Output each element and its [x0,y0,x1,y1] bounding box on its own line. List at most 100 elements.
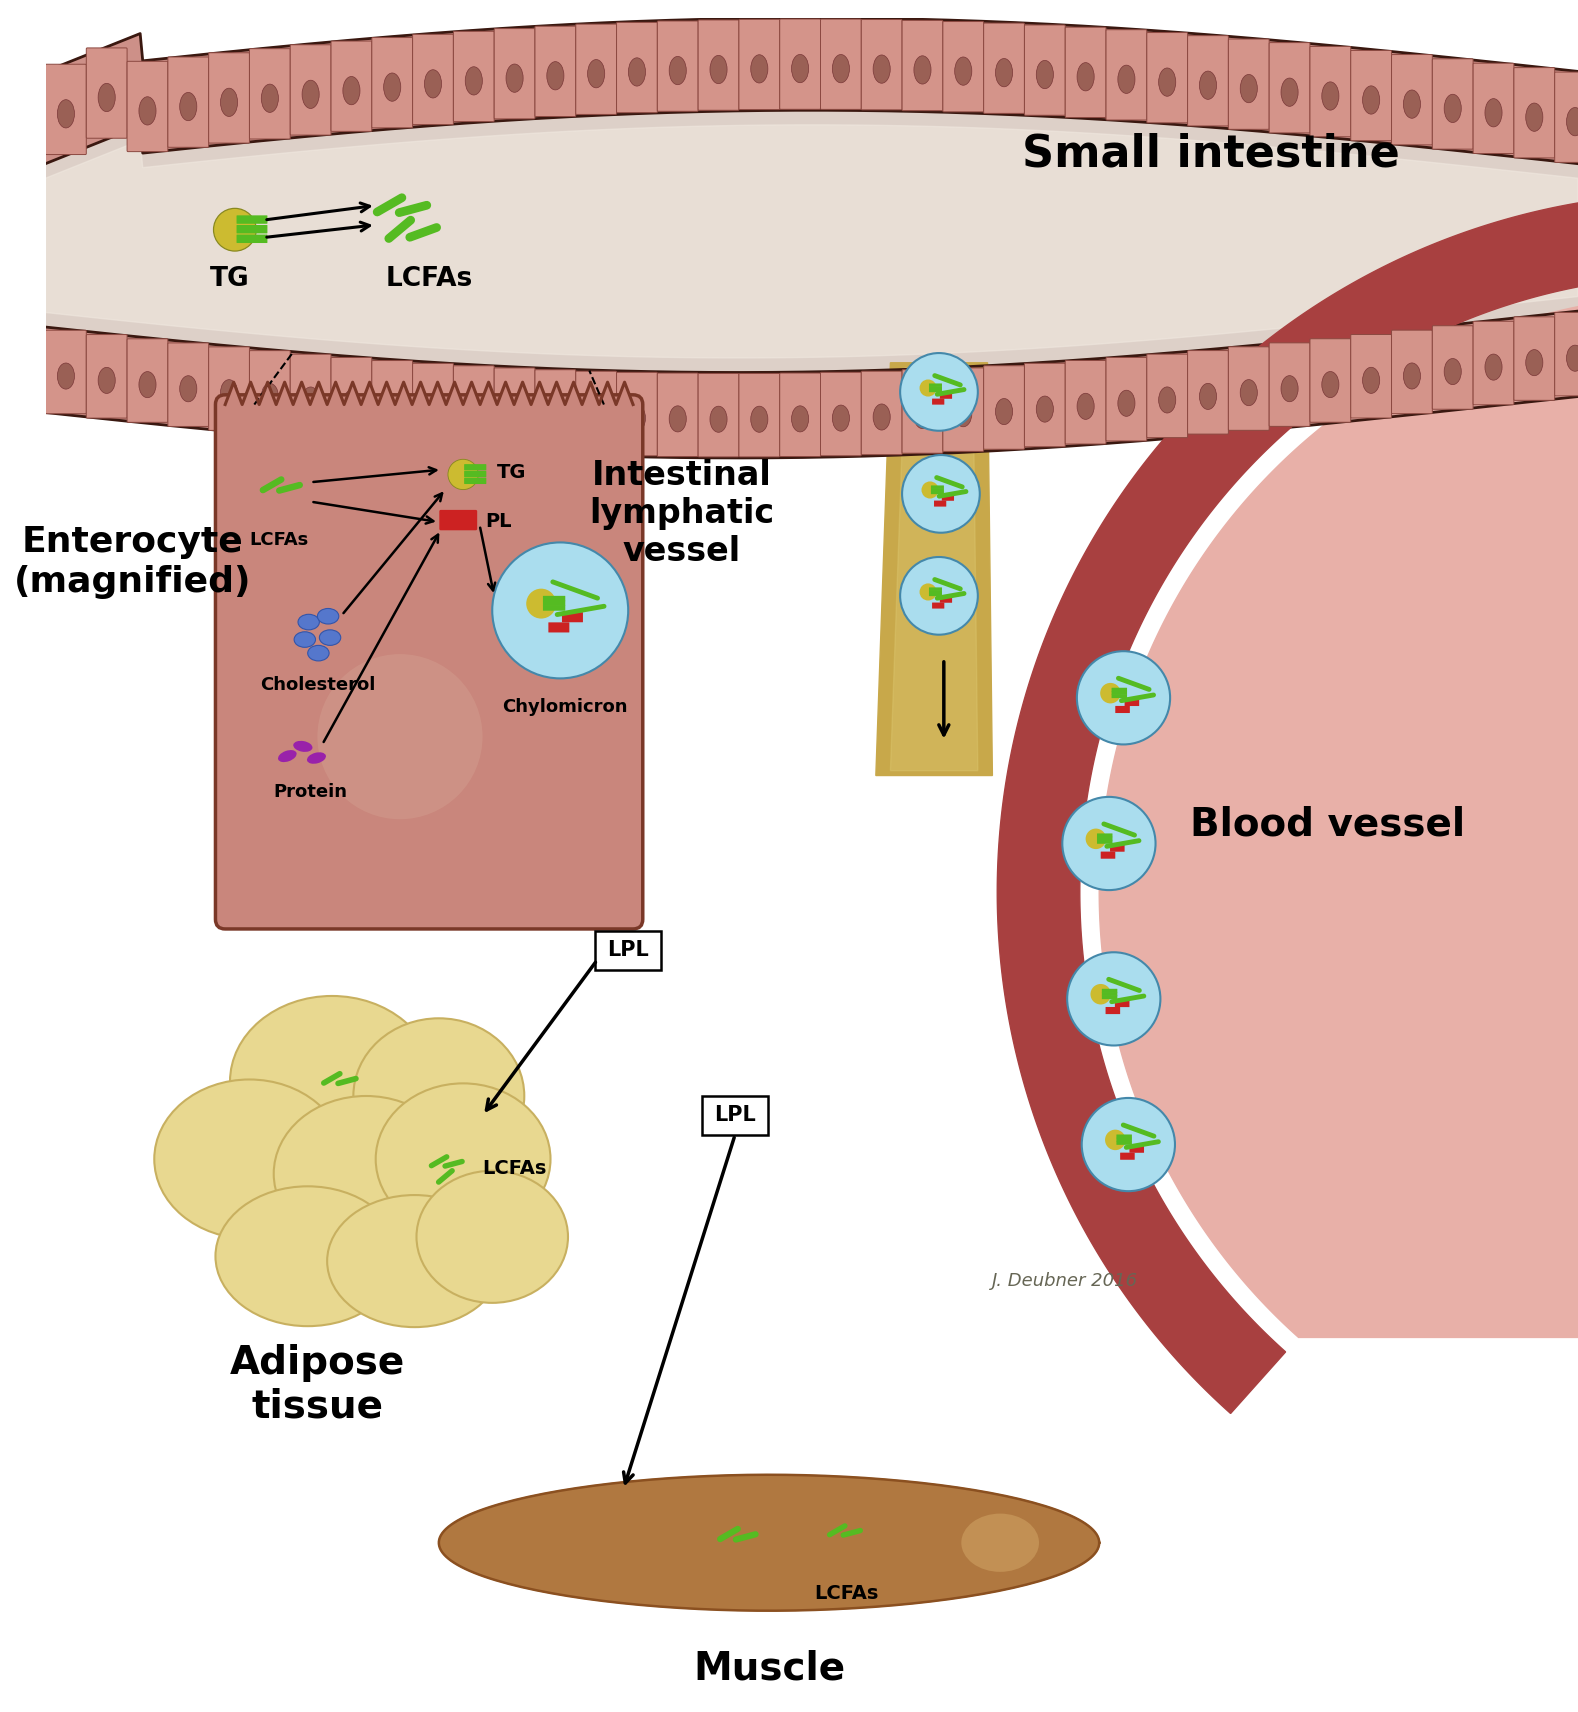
FancyBboxPatch shape [821,19,862,110]
FancyBboxPatch shape [1024,363,1065,447]
FancyBboxPatch shape [934,500,947,507]
FancyBboxPatch shape [929,587,942,591]
Polygon shape [997,193,1578,1414]
Ellipse shape [221,380,238,406]
Ellipse shape [1485,354,1502,380]
Text: Small intestine: Small intestine [1023,132,1400,175]
FancyBboxPatch shape [1188,36,1228,127]
FancyBboxPatch shape [821,372,862,455]
FancyBboxPatch shape [562,613,582,621]
FancyBboxPatch shape [697,21,739,110]
Ellipse shape [1403,91,1420,118]
FancyBboxPatch shape [1116,1138,1131,1142]
FancyBboxPatch shape [1116,1000,1130,1007]
Text: LPL: LPL [608,940,649,960]
FancyBboxPatch shape [983,22,1024,113]
Circle shape [525,589,555,618]
FancyBboxPatch shape [933,603,944,608]
Ellipse shape [98,84,115,111]
FancyBboxPatch shape [658,373,697,457]
Text: TG: TG [210,265,249,291]
FancyBboxPatch shape [862,372,903,455]
Ellipse shape [832,406,849,431]
Ellipse shape [1567,108,1578,135]
FancyBboxPatch shape [702,1096,768,1135]
Ellipse shape [1485,99,1502,127]
FancyBboxPatch shape [1554,72,1578,163]
FancyBboxPatch shape [1116,1140,1131,1145]
FancyBboxPatch shape [944,22,983,111]
Text: Adipose
tissue: Adipose tissue [230,1344,406,1426]
FancyBboxPatch shape [543,606,565,611]
Ellipse shape [466,67,483,94]
Circle shape [1086,829,1106,849]
FancyBboxPatch shape [453,366,494,449]
FancyBboxPatch shape [1106,1007,1120,1014]
FancyBboxPatch shape [1228,348,1269,430]
FancyBboxPatch shape [237,235,267,243]
Ellipse shape [342,77,360,104]
Ellipse shape [1322,82,1338,110]
Polygon shape [46,110,1578,373]
Ellipse shape [301,80,319,108]
Ellipse shape [383,394,401,419]
Polygon shape [1100,294,1578,1337]
Ellipse shape [278,750,297,762]
FancyBboxPatch shape [464,464,486,471]
Polygon shape [46,125,1578,358]
FancyBboxPatch shape [1554,312,1578,395]
Text: Chylomicron: Chylomicron [502,698,628,716]
Ellipse shape [832,55,849,82]
Ellipse shape [996,58,1013,87]
Ellipse shape [139,372,156,397]
Ellipse shape [317,608,339,623]
Text: J. Deubner 2016: J. Deubner 2016 [993,1272,1138,1289]
Circle shape [903,455,980,532]
Ellipse shape [155,1080,344,1239]
FancyBboxPatch shape [1310,339,1351,423]
Ellipse shape [376,1084,551,1234]
FancyBboxPatch shape [1269,43,1310,134]
FancyBboxPatch shape [1120,1152,1135,1159]
FancyBboxPatch shape [543,601,565,606]
Ellipse shape [1281,375,1299,402]
FancyBboxPatch shape [1513,317,1554,401]
Ellipse shape [180,375,197,402]
Ellipse shape [216,1186,399,1327]
Circle shape [1105,1130,1125,1150]
FancyBboxPatch shape [494,29,535,118]
Ellipse shape [294,741,312,752]
Text: Muscle: Muscle [693,1650,846,1688]
Ellipse shape [955,401,972,426]
FancyBboxPatch shape [1474,63,1513,154]
FancyBboxPatch shape [543,596,565,601]
FancyBboxPatch shape [1097,837,1112,841]
FancyBboxPatch shape [535,370,576,454]
Ellipse shape [1078,394,1094,419]
Ellipse shape [1322,372,1338,397]
FancyBboxPatch shape [412,34,453,125]
Ellipse shape [955,56,972,86]
FancyBboxPatch shape [903,370,944,454]
FancyBboxPatch shape [1116,1135,1131,1138]
Ellipse shape [57,363,74,389]
Polygon shape [876,363,993,776]
Circle shape [1083,1097,1176,1192]
FancyBboxPatch shape [1106,358,1147,442]
Ellipse shape [751,406,768,433]
Ellipse shape [57,99,74,128]
Ellipse shape [262,84,278,113]
Polygon shape [890,368,978,770]
FancyBboxPatch shape [739,373,780,457]
FancyBboxPatch shape [940,392,952,399]
FancyBboxPatch shape [1147,354,1188,438]
FancyBboxPatch shape [535,26,576,116]
Ellipse shape [383,74,401,101]
Ellipse shape [139,98,156,125]
Ellipse shape [1158,387,1176,413]
Ellipse shape [1526,349,1543,375]
Ellipse shape [548,62,563,91]
FancyBboxPatch shape [780,19,821,110]
Ellipse shape [961,1513,1038,1572]
Text: Blood vessel: Blood vessel [1190,805,1464,842]
